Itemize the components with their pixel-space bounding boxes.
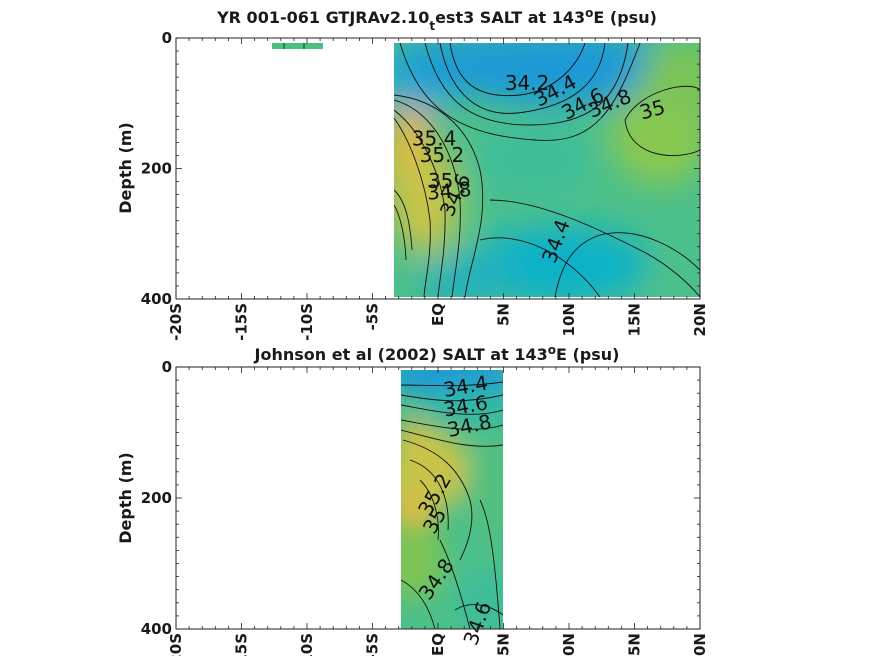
- y-tick-label: 400: [141, 290, 172, 308]
- x-tick-label: -5S: [364, 303, 382, 330]
- bottom-contour-lines: [401, 381, 503, 629]
- x-tick-label: 5N: [495, 303, 513, 326]
- x-tick-label: 10N: [560, 303, 578, 336]
- x-tick-label: 15N: [626, 303, 644, 336]
- top-y-tick-labels: 0 200 400: [141, 29, 172, 308]
- bottom-panel: Johnson et al (2002) SALT at 143oE (psu): [116, 343, 709, 656]
- x-tick-label: 15N: [626, 633, 644, 656]
- y-tick-label: 200: [141, 160, 172, 178]
- top-salinity-field: [272, 43, 700, 297]
- bottom-y-axis-label: Depth (m): [116, 452, 135, 544]
- x-tick-label: -20S: [167, 633, 185, 656]
- x-tick-label: -15S: [233, 633, 251, 656]
- y-tick-label: 0: [162, 29, 172, 47]
- top-y-axis-label: Depth (m): [116, 122, 135, 214]
- bottom-y-tick-labels: 0 200 400: [141, 358, 172, 638]
- x-tick-label: EQ: [429, 633, 447, 656]
- bottom-salinity-field: [401, 370, 503, 629]
- y-tick-label: 400: [141, 620, 172, 638]
- top-panel: YR 001-061 GTJRAv2.10test3 SALT at 143oE…: [116, 6, 709, 341]
- x-tick-label: 5N: [495, 633, 513, 656]
- x-tick-label: 20N: [691, 633, 709, 656]
- top-title: YR 001-061 GTJRAv2.10test3 SALT at 143oE…: [216, 6, 657, 33]
- top-minor-ticks: [175, 37, 701, 300]
- x-tick-label: -10S: [298, 633, 316, 656]
- top-x-tick-labels: -20S -15S -10S -5S EQ 5N 10N 15N 20N: [167, 303, 709, 341]
- x-tick-label: -20S: [167, 303, 185, 341]
- y-tick-label: 0: [162, 358, 172, 376]
- contour-label: 35: [428, 169, 453, 193]
- contour-label: 34.8: [426, 177, 472, 205]
- bottom-minor-ticks: [175, 366, 701, 630]
- y-tick-label: 200: [141, 489, 172, 507]
- top-contour-lines: [394, 43, 700, 297]
- top-isolated-data-strip: [272, 43, 323, 49]
- x-tick-label: EQ: [429, 303, 447, 326]
- contour-label: 35.4: [412, 127, 457, 151]
- bottom-title: Johnson et al (2002) SALT at 143oE (psu): [254, 343, 620, 364]
- contour-label: 35.2: [420, 143, 465, 167]
- x-tick-label: -10S: [298, 303, 316, 341]
- x-tick-label: -15S: [233, 303, 251, 341]
- x-tick-label: 10N: [560, 633, 578, 656]
- bottom-x-tick-labels: -20S -15S -10S -5S EQ 5N 10N 15N 20N: [167, 633, 709, 656]
- x-tick-label: -5S: [364, 633, 382, 656]
- x-tick-label: 20N: [691, 303, 709, 336]
- contour-label: 34.2: [505, 71, 550, 95]
